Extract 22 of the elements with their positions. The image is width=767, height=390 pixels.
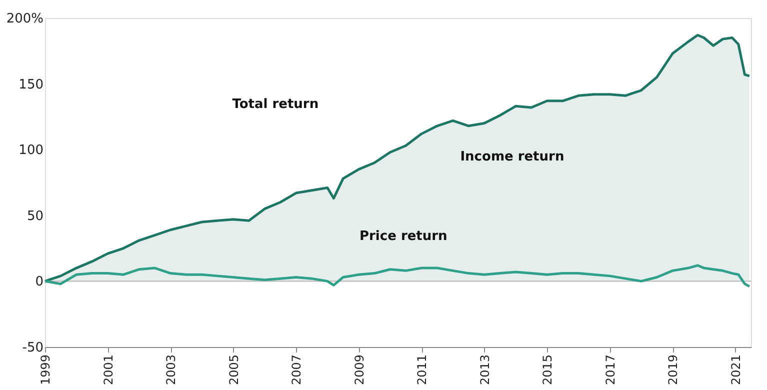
- x-tick-label: 2007: [290, 354, 304, 386]
- x-tick-label: 2003: [164, 354, 178, 386]
- x-tick-label: 1999: [38, 354, 52, 386]
- y-tick-label: 100: [18, 143, 44, 158]
- y-tick-label: 150: [18, 77, 44, 92]
- x-tick-label: 2019: [666, 354, 680, 386]
- y-tick-label: 0: [35, 274, 44, 290]
- line-series: [44, 264, 751, 288]
- x-tick-label: 2011: [415, 354, 430, 386]
- y-tick-label: 50: [26, 208, 44, 224]
- x-tick-label: 2013: [478, 354, 492, 386]
- x-tick-label: 2021: [728, 354, 743, 386]
- annotation: Total return: [232, 96, 319, 112]
- annotation: Income return: [460, 150, 564, 165]
- x-tick-label: 2017: [603, 354, 618, 386]
- y-tick-label: 200%: [6, 12, 44, 26]
- x-tick-label: 2001: [101, 354, 116, 386]
- annotation: Price return: [359, 228, 448, 244]
- y-tick-label: -50: [22, 340, 44, 356]
- x-tick-label: 2009: [352, 354, 366, 386]
- x-tick-label: 2015: [540, 354, 555, 386]
- x-tick-label: 2005: [226, 354, 241, 386]
